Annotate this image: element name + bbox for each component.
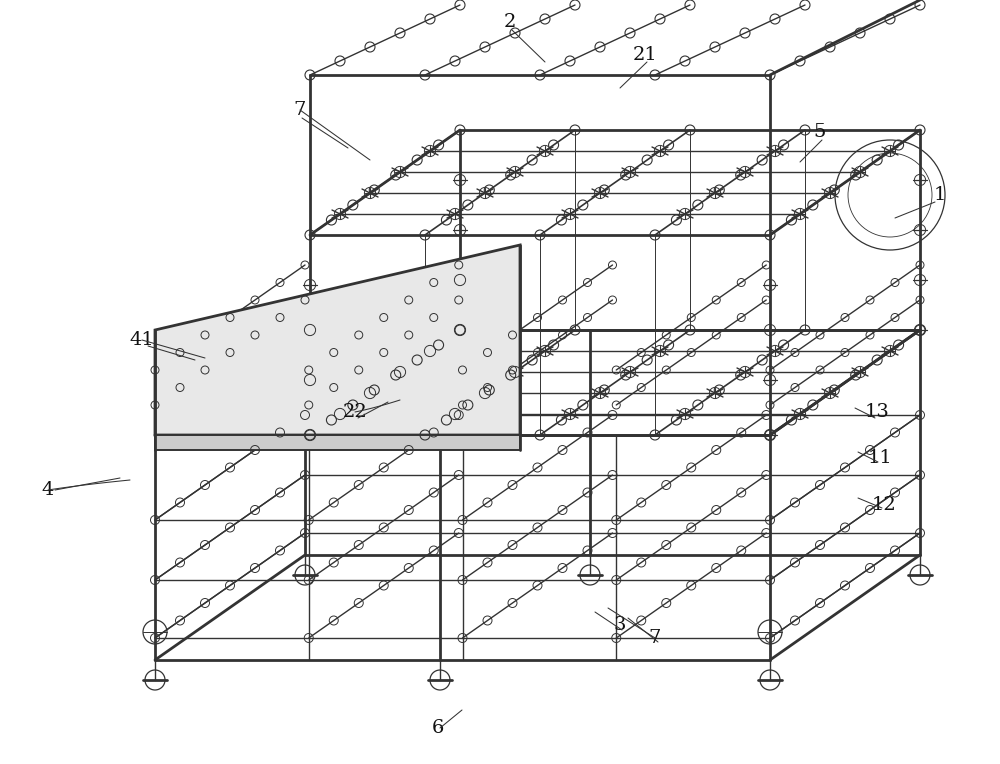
Text: 21: 21 — [633, 46, 657, 64]
Text: 11: 11 — [868, 449, 892, 467]
Text: 1: 1 — [934, 186, 946, 204]
Text: 2: 2 — [504, 13, 516, 31]
Text: 12: 12 — [872, 496, 896, 514]
Text: 7: 7 — [649, 629, 661, 647]
Text: 4: 4 — [42, 481, 54, 499]
Text: 22: 22 — [343, 403, 367, 421]
Text: 7: 7 — [294, 101, 306, 119]
Text: 5: 5 — [814, 123, 826, 141]
Text: 41: 41 — [130, 331, 154, 349]
Text: 13: 13 — [865, 403, 889, 421]
Polygon shape — [155, 435, 520, 450]
Text: 6: 6 — [432, 719, 444, 737]
Text: 3: 3 — [614, 616, 626, 634]
Polygon shape — [155, 245, 520, 435]
